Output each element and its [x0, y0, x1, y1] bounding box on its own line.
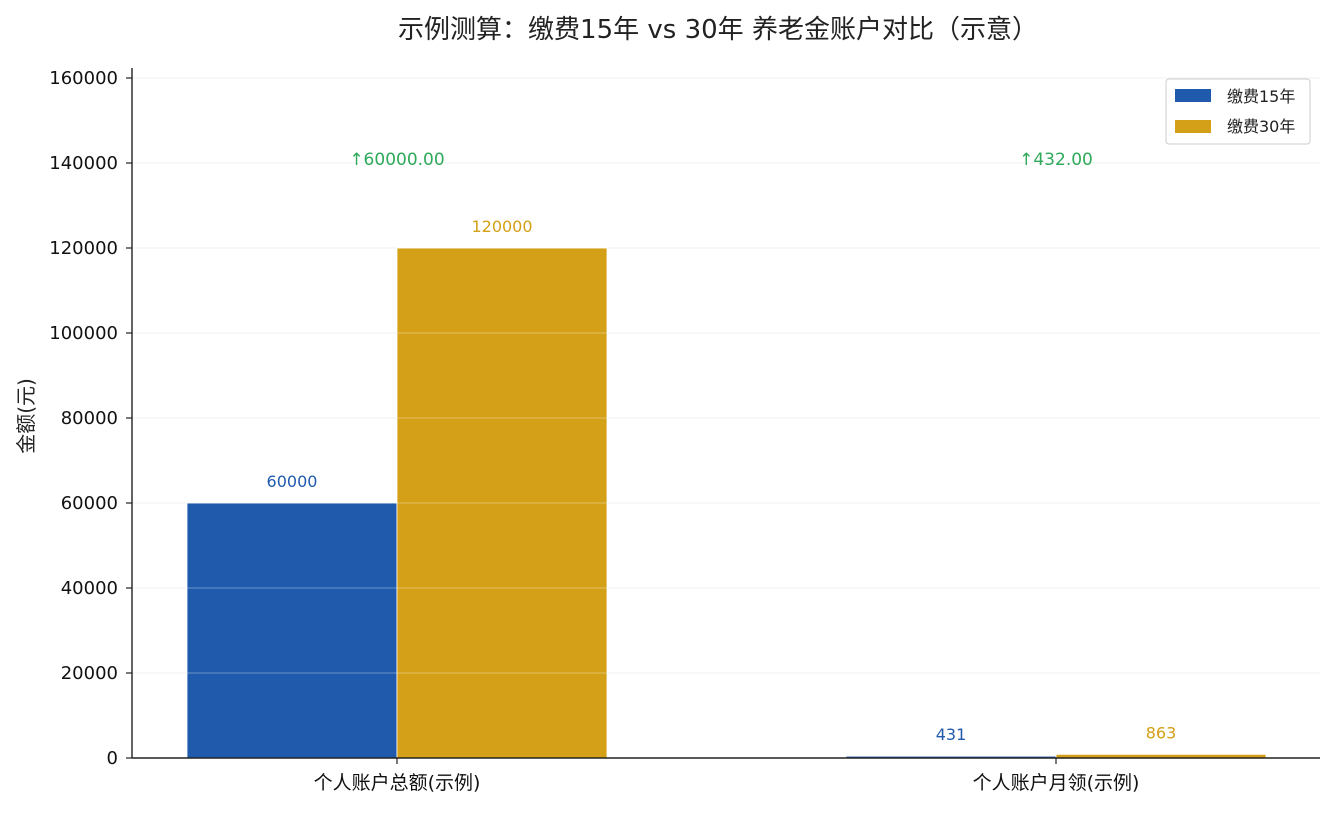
axes-layer: 0 20000 40000 60000 80000 100000 120000 140000 1…	[49, 68, 1320, 794]
bar-series-1-cat-0	[396, 247, 608, 759]
data-label-series-1-cat-0: 120000	[471, 217, 532, 236]
y-tick-label-1: 20000	[61, 663, 118, 684]
y-tick-label-6: 120000	[49, 238, 118, 259]
y-tick-label-5: 100000	[49, 323, 118, 344]
bars-layer	[132, 77, 1320, 759]
data-label-series-0-cat-0: 60000	[267, 472, 318, 491]
legend-swatch-series-1	[1175, 120, 1211, 133]
x-tick-label-1: 个人账户月领(示例)	[973, 772, 1140, 794]
y-axis-label: 金额(元)	[14, 378, 38, 454]
legend-swatch-series-0	[1175, 89, 1211, 102]
y-tick-label-4: 80000	[61, 408, 118, 429]
y-tick-label-8: 160000	[49, 68, 118, 89]
annotation-1: ↑432.00	[1019, 150, 1093, 170]
y-tick-label-7: 140000	[49, 153, 118, 174]
bar-series-0-cat-0	[186, 502, 398, 759]
y-tick-label-2: 40000	[61, 578, 118, 599]
x-tick-label-0: 个人账户总额(示例)	[314, 772, 481, 794]
chart-title: 示例测算：缴费15年 vs 30年 养老金账户对比（示意）	[398, 15, 1038, 45]
labels-layer: 60000 431 120000 863 ↑60000.00 ↑432.00	[267, 150, 1177, 744]
data-label-series-0-cat-1: 431	[936, 725, 967, 744]
data-label-series-1-cat-1: 863	[1146, 723, 1177, 742]
legend-label-series-1: 缴费30年	[1227, 117, 1295, 136]
y-tick-label-3: 60000	[61, 493, 118, 514]
legend: 缴费15年 缴费30年	[1165, 78, 1311, 145]
annotation-0: ↑60000.00	[349, 150, 444, 170]
y-tick-label-0: 0	[107, 748, 118, 769]
legend-label-series-0: 缴费15年	[1227, 87, 1295, 106]
